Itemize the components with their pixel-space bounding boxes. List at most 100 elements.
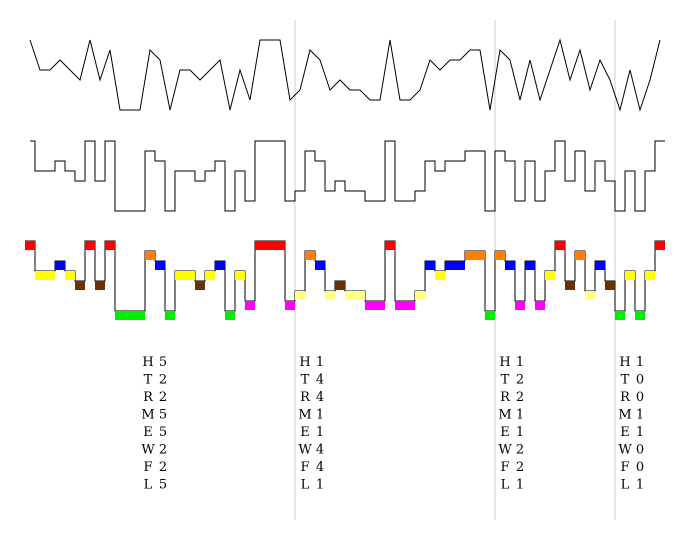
table-2-label-E: E [500,425,510,440]
table-0-value-R: 2 [159,390,167,405]
step-block-49 [515,301,525,310]
table-3-label-T: T [621,373,630,388]
table-2-label-R: R [500,390,511,405]
table-2-value-L: 1 [516,478,524,493]
table-1-value-L: 1 [316,478,324,493]
table-0-value-H: 5 [159,355,167,370]
step-block-35 [375,301,385,310]
table-0-label-F: F [143,460,152,475]
table-0-label-E: E [143,425,153,440]
step-block-5 [75,281,85,290]
step-block-41 [435,271,445,280]
step-block-8 [105,241,115,250]
table-1-label-H: H [299,355,310,370]
step-block-46 [485,311,495,320]
table-3-label-F: F [620,460,629,475]
step-block-23 [255,241,265,250]
table-1-label-E: E [300,425,310,440]
table-2-value-T: 2 [516,373,524,388]
table-2-label-L: L [501,478,510,493]
step-block-18 [205,271,215,280]
step-block-31 [335,281,345,290]
table-1-value-E: 1 [316,425,324,440]
step-block-20 [225,311,235,320]
table-3-label-L: L [621,478,630,493]
step-block-16 [185,271,195,280]
step-block-44 [465,251,475,260]
table-3-label-R: R [620,390,631,405]
table-3-value-L: 1 [636,478,644,493]
table-2-label-H: H [499,355,510,370]
step-block-56 [585,291,595,300]
step-block-62 [645,271,655,280]
step-block-52 [545,271,555,280]
step-block-63 [655,241,665,250]
table-2-label-T: T [501,373,510,388]
table-1-label-R: R [300,390,311,405]
segment-tables: H 5T 2R 2M 5E 5W 2F 2L 5H 1T 4R 4M 1E 1W 4F 4L 1H 1T 2R 2M 1… [141,355,644,493]
table-3-value-H: 1 [636,355,644,370]
step-block-0 [25,241,35,250]
step-block-55 [575,251,585,260]
step-block-53 [555,241,565,250]
table-2-value-W: 2 [516,443,524,458]
table-1-value-F: 4 [316,460,324,475]
step-block-38 [405,301,415,310]
table-0-value-T: 2 [159,373,167,388]
step-block-54 [565,281,575,290]
table-3-value-T: 0 [636,373,644,388]
step-block-57 [595,261,605,270]
step-block-34 [365,301,375,310]
line-series-path [29,38,661,112]
step-block-14 [165,311,175,320]
table-3-label-E: E [620,425,630,440]
table-3-value-M: 1 [636,408,644,423]
step-block-30 [325,291,335,300]
table-0-value-F: 2 [159,460,167,475]
step-block-59 [615,311,625,320]
table-1-value-H: 1 [316,355,324,370]
step-block-4 [65,271,75,280]
step-block-43 [455,261,465,270]
step-block-25 [275,241,285,250]
table-1-value-W: 4 [316,443,324,458]
step-block-17 [195,281,205,290]
step-block-19 [215,261,225,270]
step-block-7 [95,281,105,290]
step-block-50 [525,261,535,270]
table-0-label-W: W [141,443,155,458]
step-block-9 [115,311,125,320]
table-3-value-F: 0 [636,460,644,475]
table-2-value-M: 1 [516,408,524,423]
table-3-label-H: H [619,355,630,370]
step-block-2 [45,271,55,280]
step-block-24 [265,241,275,250]
step-block-60 [625,271,635,280]
step-block-27 [295,291,305,300]
step-block-48 [505,261,515,270]
step-block-3 [55,261,65,270]
step-block-12 [145,251,155,260]
table-2-label-W: W [498,443,512,458]
table-1-value-T: 4 [316,373,324,388]
table-0-label-L: L [144,478,153,493]
colored-step-series [25,240,665,320]
table-0-value-M: 5 [159,408,167,423]
step-block-13 [155,261,165,270]
table-1-value-R: 4 [316,390,324,405]
table-3-value-E: 1 [636,425,644,440]
table-1-label-L: L [301,478,310,493]
table-3-value-R: 0 [636,390,644,405]
step-block-58 [605,281,615,290]
table-1-value-M: 1 [316,408,324,423]
table-2-value-F: 2 [516,460,524,475]
step-block-32 [345,291,355,300]
step-block-39 [415,291,425,300]
table-0-label-M: M [141,408,154,423]
colored-step-path [25,240,665,312]
step-block-22 [245,301,255,310]
table-0-label-H: H [142,355,153,370]
table-2-label-M: M [498,408,511,423]
table-3-value-W: 0 [636,443,644,458]
